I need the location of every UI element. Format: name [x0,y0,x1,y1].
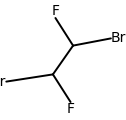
Text: F: F [67,102,75,116]
Text: F: F [51,4,59,18]
Text: Br: Br [111,31,126,45]
Text: Br: Br [0,75,6,89]
